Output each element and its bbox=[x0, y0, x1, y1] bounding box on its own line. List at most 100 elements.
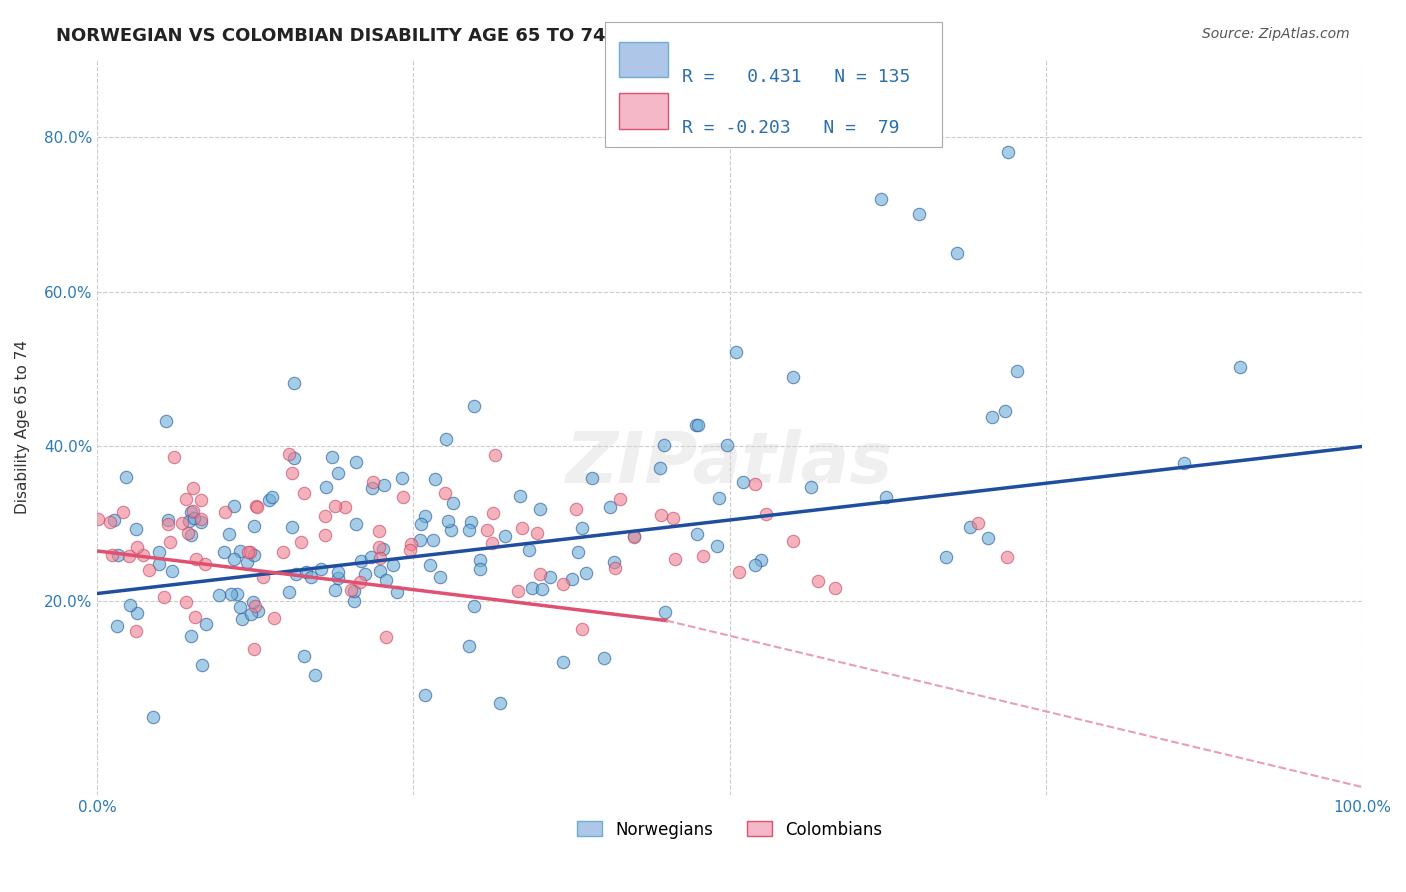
Point bbox=[214, 505, 236, 519]
Point bbox=[361, 475, 384, 490]
Point bbox=[367, 540, 389, 554]
Point bbox=[460, 515, 482, 529]
Point bbox=[181, 504, 204, 518]
Point bbox=[323, 499, 346, 513]
Point bbox=[429, 570, 451, 584]
Point bbox=[623, 530, 645, 544]
Point bbox=[284, 567, 307, 582]
Point bbox=[481, 506, 503, 520]
Point bbox=[375, 573, 398, 587]
Point bbox=[688, 418, 710, 433]
Point bbox=[184, 609, 207, 624]
Point bbox=[437, 514, 460, 528]
Point bbox=[245, 500, 267, 515]
Point bbox=[292, 648, 315, 663]
Point bbox=[304, 668, 326, 682]
Point bbox=[908, 207, 931, 221]
Point bbox=[299, 570, 322, 584]
Point bbox=[593, 651, 616, 665]
Point bbox=[475, 524, 498, 538]
Point bbox=[194, 557, 217, 571]
Point bbox=[716, 438, 738, 452]
Point bbox=[245, 500, 267, 514]
Point bbox=[509, 489, 531, 503]
Point bbox=[463, 599, 485, 614]
Point bbox=[997, 549, 1019, 564]
Point bbox=[648, 460, 671, 475]
Point bbox=[242, 641, 264, 656]
Point bbox=[434, 432, 457, 446]
Point bbox=[391, 471, 413, 485]
Point bbox=[315, 480, 337, 494]
Point bbox=[415, 509, 437, 524]
Point bbox=[538, 570, 561, 584]
Point bbox=[292, 485, 315, 500]
Point bbox=[531, 582, 554, 596]
Point bbox=[652, 438, 675, 452]
Point bbox=[309, 562, 332, 576]
Point bbox=[749, 553, 772, 567]
Point bbox=[252, 569, 274, 583]
Point bbox=[458, 523, 481, 537]
Point bbox=[423, 472, 446, 486]
Point bbox=[686, 527, 709, 541]
Point bbox=[179, 514, 201, 528]
Point bbox=[495, 529, 517, 543]
Point bbox=[725, 345, 748, 359]
Point bbox=[411, 516, 433, 531]
Point bbox=[529, 502, 551, 516]
Text: Source: ZipAtlas.com: Source: ZipAtlas.com bbox=[1202, 27, 1350, 41]
Point bbox=[326, 565, 349, 579]
Point bbox=[654, 605, 676, 619]
Point bbox=[186, 552, 208, 566]
Point bbox=[981, 409, 1004, 424]
Point bbox=[290, 534, 312, 549]
Point bbox=[468, 561, 491, 575]
Point bbox=[155, 414, 177, 428]
Point bbox=[371, 542, 394, 557]
Point bbox=[156, 516, 179, 531]
Point bbox=[271, 545, 294, 559]
Point bbox=[243, 549, 266, 563]
Point bbox=[575, 566, 598, 581]
Point bbox=[529, 567, 551, 582]
Point bbox=[875, 490, 897, 504]
Point bbox=[176, 595, 198, 609]
Point bbox=[481, 536, 503, 550]
Point bbox=[782, 533, 804, 548]
Point bbox=[367, 524, 389, 538]
Point bbox=[118, 549, 141, 563]
Point bbox=[326, 570, 349, 584]
Point bbox=[157, 513, 180, 527]
Point bbox=[281, 520, 304, 534]
Point bbox=[221, 587, 243, 601]
Point bbox=[242, 595, 264, 609]
Point bbox=[662, 511, 685, 525]
Point bbox=[650, 508, 672, 523]
Point bbox=[755, 507, 778, 521]
Point bbox=[440, 523, 463, 537]
Point bbox=[567, 545, 589, 559]
Point bbox=[1005, 363, 1028, 377]
Point bbox=[399, 542, 422, 557]
Legend: Norwegians, Colombians: Norwegians, Colombians bbox=[571, 814, 889, 846]
Text: NORWEGIAN VS COLOMBIAN DISABILITY AGE 65 TO 74 CORRELATION CHART: NORWEGIAN VS COLOMBIAN DISABILITY AGE 65… bbox=[56, 27, 827, 45]
Point bbox=[441, 496, 464, 510]
Point bbox=[685, 417, 707, 432]
Text: ZIPatlas: ZIPatlas bbox=[567, 429, 893, 499]
Point bbox=[458, 640, 481, 654]
Point bbox=[225, 587, 247, 601]
Point bbox=[323, 582, 346, 597]
Point bbox=[506, 584, 529, 599]
Y-axis label: Disability Age 65 to 74: Disability Age 65 to 74 bbox=[15, 340, 30, 514]
Point bbox=[706, 539, 728, 553]
Point bbox=[103, 513, 125, 527]
Point bbox=[512, 521, 534, 535]
Point bbox=[603, 561, 626, 575]
Point bbox=[314, 508, 336, 523]
Point bbox=[1229, 360, 1251, 375]
Point bbox=[565, 502, 588, 516]
Point bbox=[744, 558, 766, 573]
Point bbox=[98, 515, 121, 529]
Point bbox=[361, 482, 384, 496]
